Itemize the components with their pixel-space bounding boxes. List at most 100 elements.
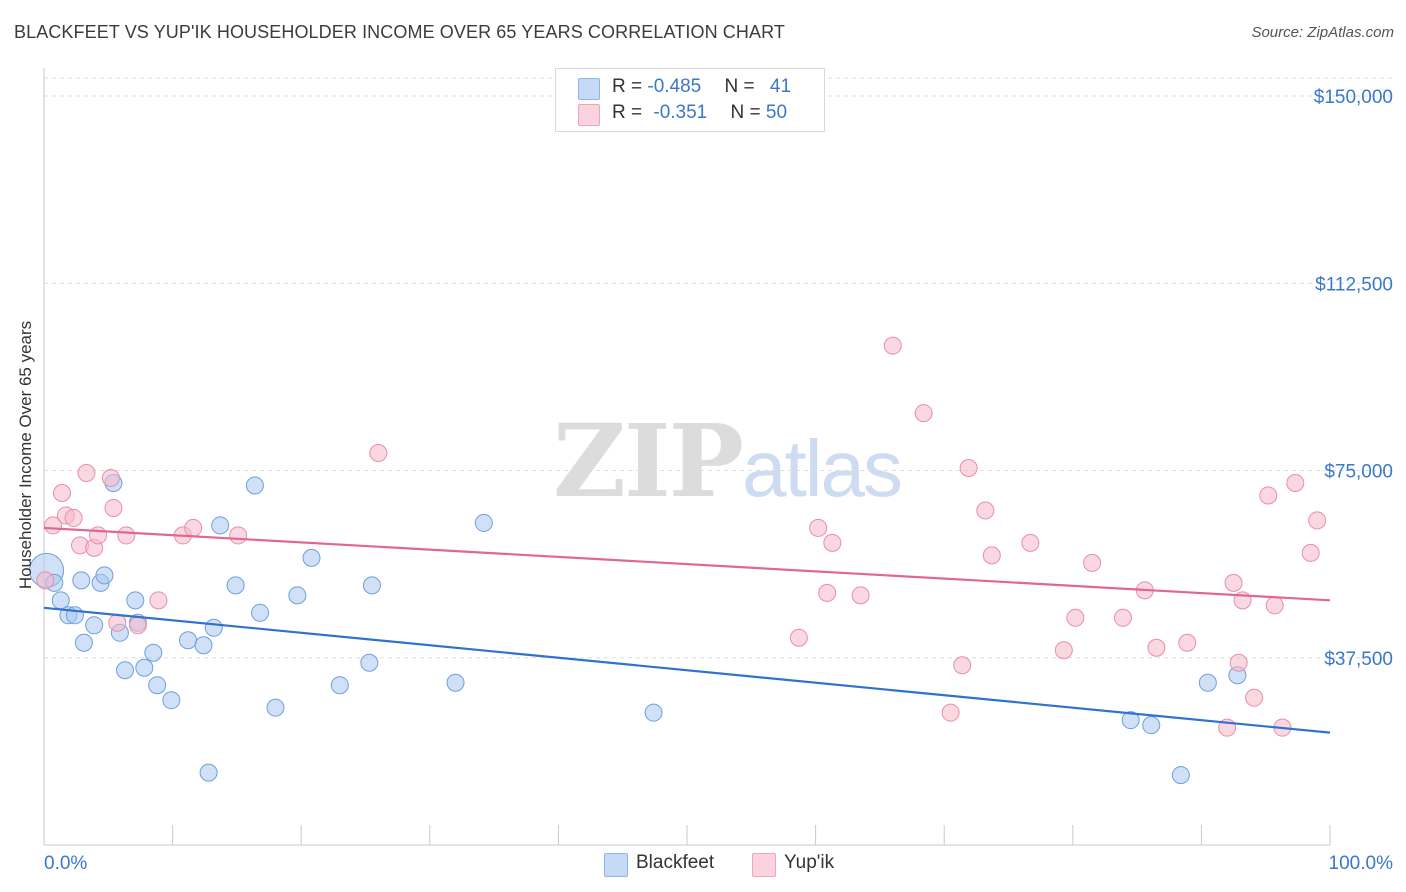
yupik-point — [1229, 653, 1248, 672]
yupik-point — [1021, 533, 1040, 552]
blackfeet-point — [644, 703, 663, 722]
blackfeet-point — [446, 673, 465, 692]
source-label: Source: ZipAtlas.com — [1251, 24, 1394, 41]
yupik-point — [818, 583, 837, 602]
yupik-point — [1301, 543, 1320, 562]
blackfeet-point — [204, 618, 223, 637]
blackfeet-point — [194, 636, 213, 655]
y-tick-label: $75,000 — [1324, 462, 1393, 483]
yupik-point — [117, 526, 136, 545]
bottom-legend-swatch-yupik — [752, 853, 776, 877]
correlation-legend: R = -0.485 N = 41 R = -0.351 N = 50 — [555, 68, 825, 132]
blackfeet-point — [126, 591, 145, 610]
yupik-point — [1245, 688, 1264, 707]
legend-swatch-blackfeet — [578, 78, 600, 100]
blackfeet-point — [211, 516, 230, 535]
yupik-point — [914, 404, 933, 423]
yupik-point — [1308, 511, 1327, 530]
yupik-point — [982, 546, 1001, 565]
yupik-point — [128, 616, 147, 635]
yupik-point — [1147, 638, 1166, 657]
yupik-point — [1286, 473, 1305, 492]
yupik-point — [149, 591, 168, 610]
yupik-point — [1265, 596, 1284, 615]
blackfeet-point — [226, 576, 245, 595]
x-tick-label: 0.0% — [44, 853, 87, 874]
yupik-point — [1066, 608, 1085, 627]
yupik-point — [64, 508, 83, 527]
yupik-point — [1113, 608, 1132, 627]
yupik-point — [959, 459, 978, 478]
blackfeet-point — [116, 661, 135, 680]
yupik-trend-line — [43, 526, 1331, 602]
y-axis-label: Householder Income Over 65 years — [16, 320, 35, 590]
blackfeet-point — [1142, 716, 1161, 735]
yupik-point — [101, 468, 120, 487]
blackfeet-point — [1171, 766, 1190, 785]
yupik-point — [1259, 486, 1278, 505]
legend-n-label: N = — [730, 102, 766, 123]
legend-n-value: 50 — [765, 102, 788, 123]
blackfeet-point — [302, 548, 321, 567]
yupik-point — [941, 703, 960, 722]
blackfeet-point — [251, 603, 270, 622]
blackfeet-point — [85, 616, 104, 635]
watermark-atlas: atlas — [741, 424, 903, 513]
blackfeet-trend-line — [43, 606, 1331, 734]
y-tick-label: $150,000 — [1314, 87, 1393, 108]
blackfeet-point — [474, 513, 493, 532]
yupik-point — [104, 498, 123, 517]
bottom-legend-label: Yup'ik — [784, 852, 835, 873]
yupik-point — [1054, 641, 1073, 660]
blackfeet-point — [1198, 673, 1217, 692]
yupik-point — [36, 571, 55, 590]
bottom-legend-label: Blackfeet — [636, 852, 715, 873]
yupik-point — [976, 501, 995, 520]
yupik-point — [953, 656, 972, 675]
blackfeet-point — [51, 591, 70, 610]
yupik-point — [229, 526, 248, 545]
yupik-point — [789, 628, 808, 647]
yupik-point — [823, 533, 842, 552]
legend-n-value: 41 — [769, 76, 792, 97]
blackfeet-point — [144, 643, 163, 662]
bottom-legend-swatch-blackfeet — [604, 853, 628, 877]
blackfeet-point — [72, 571, 91, 590]
yupik-point — [1083, 553, 1102, 572]
blackfeet-point — [179, 631, 198, 650]
yupik-point — [1224, 573, 1243, 592]
yupik-point — [184, 518, 203, 537]
legend-swatch-yupik — [578, 104, 600, 126]
legend-r-label: R = — [612, 102, 648, 123]
yupik-point — [809, 518, 828, 537]
yupik-point — [851, 586, 870, 605]
blackfeet-point — [360, 653, 379, 672]
yupik-point — [1178, 633, 1197, 652]
blackfeet-point — [330, 676, 349, 695]
yupik-point — [108, 613, 127, 632]
blackfeet-point — [362, 576, 381, 595]
blackfeet-point — [162, 691, 181, 710]
yupik-point — [53, 483, 72, 502]
yupik-point — [883, 336, 902, 355]
blackfeet-point — [74, 633, 93, 652]
blackfeet-point — [288, 586, 307, 605]
legend-n-label: N = — [724, 76, 760, 97]
yupik-point — [369, 444, 388, 463]
blackfeet-point — [95, 566, 114, 585]
blackfeet-point — [266, 698, 285, 717]
y-tick-label: $112,500 — [1315, 274, 1393, 295]
legend-r-label: R = — [612, 76, 648, 97]
chart-title: BLACKFEET VS YUP'IK HOUSEHOLDER INCOME O… — [14, 22, 785, 42]
legend-r-value: -0.351 — [653, 102, 708, 123]
blackfeet-point — [135, 658, 154, 677]
y-tick-label: $37,500 — [1324, 649, 1393, 670]
blackfeet-point — [245, 476, 264, 495]
legend-r-value: -0.485 — [647, 76, 702, 97]
yupik-point — [89, 526, 108, 545]
blackfeet-point — [148, 676, 167, 695]
yupik-point — [77, 463, 96, 482]
watermark: ZIPatlas — [553, 402, 903, 520]
watermark-zip: ZIP — [553, 402, 744, 520]
x-tick-label: 100.0% — [1329, 853, 1394, 874]
